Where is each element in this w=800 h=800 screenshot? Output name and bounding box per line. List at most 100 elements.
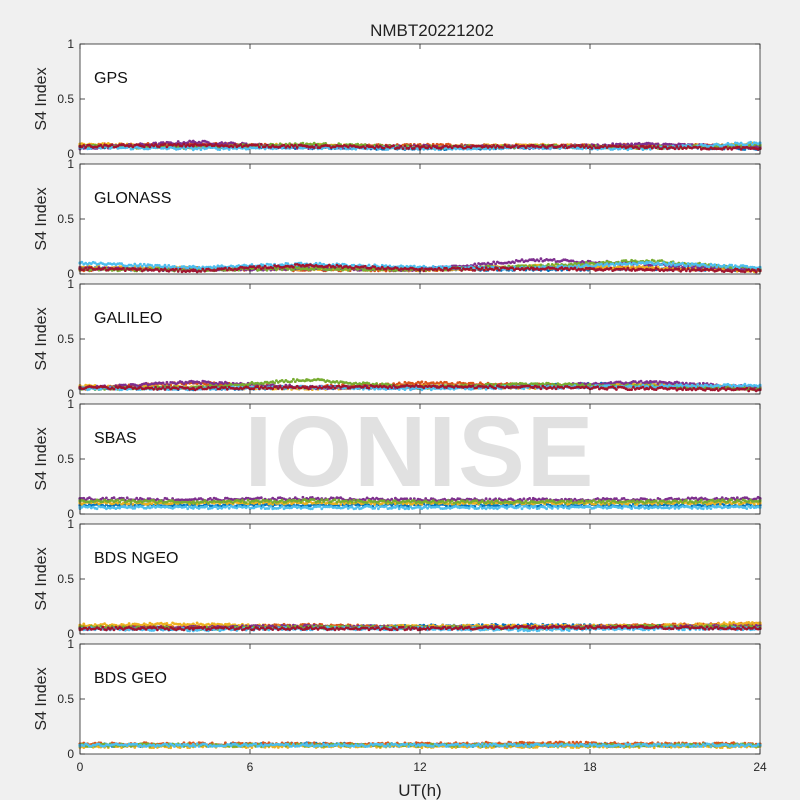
data-point: [707, 265, 711, 269]
data-point: [123, 269, 127, 272]
data-point: [401, 147, 405, 150]
data-point: [403, 144, 407, 148]
data-point: [165, 145, 169, 149]
data-point: [176, 270, 180, 273]
data-point: [367, 263, 371, 267]
data-point: [671, 261, 675, 265]
data-point: [550, 263, 554, 266]
data-point: [201, 267, 205, 271]
data-point: [103, 266, 106, 270]
data-point: [409, 144, 412, 148]
data-point: [191, 143, 195, 147]
data-point: [730, 263, 734, 267]
data-point: [590, 146, 594, 150]
data-point: [373, 265, 377, 269]
data-point: [312, 268, 316, 271]
data-point: [547, 262, 550, 266]
data-point: [584, 261, 588, 264]
data-point: [564, 144, 567, 148]
data-point: [199, 270, 203, 273]
data-point: [552, 258, 556, 261]
data-point: [637, 147, 641, 151]
data-point: [139, 267, 142, 271]
data-point: [407, 146, 411, 150]
data-point: [548, 147, 552, 151]
data-point: [660, 263, 664, 267]
data-point: [182, 142, 186, 146]
data-point: [490, 262, 494, 266]
data-point: [258, 264, 261, 268]
data-point: [180, 144, 184, 148]
data-point: [282, 143, 286, 147]
data-point: [645, 145, 649, 149]
data-point: [163, 142, 167, 146]
data-point: [101, 142, 105, 145]
data-point: [713, 263, 717, 267]
data-point: [139, 262, 142, 266]
data-point: [501, 146, 505, 149]
data-point: [645, 261, 649, 265]
data-point: [295, 145, 299, 149]
data-point: [339, 147, 343, 151]
data-point: [271, 266, 275, 270]
y-tick-label: 0.5: [57, 92, 74, 106]
plot-area: [80, 164, 760, 274]
data-point: [743, 148, 747, 151]
data-point: [412, 146, 416, 150]
data-point: [677, 147, 681, 151]
data-point: [363, 146, 367, 150]
data-point: [577, 261, 581, 265]
data-point: [122, 267, 125, 270]
data-point: [669, 263, 673, 267]
data-point: [110, 143, 114, 147]
data-point: [314, 143, 318, 147]
data-point: [305, 144, 309, 148]
data-point: [231, 145, 235, 149]
data-point: [288, 145, 292, 149]
data-point: [333, 266, 337, 269]
data-point: [382, 146, 386, 150]
data-point: [531, 144, 535, 148]
data-point: [174, 267, 178, 271]
data-point: [292, 265, 295, 269]
data-point: [224, 266, 227, 270]
data-point: [418, 145, 422, 149]
data-point: [142, 145, 146, 149]
data-point: [539, 257, 543, 261]
data-point: [286, 262, 290, 265]
data-point: [392, 144, 395, 148]
data-point: [514, 143, 518, 147]
data-point: [749, 140, 752, 144]
y-tick-label: 1: [67, 37, 74, 51]
data-point: [329, 268, 333, 272]
data-point: [178, 267, 182, 271]
plot-area: [80, 44, 760, 154]
data-point: [684, 264, 688, 268]
data-point: [258, 145, 261, 149]
data-point: [84, 266, 88, 270]
data-point: [722, 263, 726, 267]
data-point: [492, 260, 496, 264]
data-point: [86, 268, 89, 272]
data-point: [337, 268, 341, 272]
data-point: [513, 261, 516, 264]
data-point: [399, 144, 403, 148]
data-point: [531, 258, 535, 262]
data-point: [259, 143, 263, 146]
data-point: [698, 145, 701, 149]
data-point: [312, 146, 316, 149]
data-point: [605, 262, 609, 266]
data-point: [176, 140, 180, 143]
panel-label: GPS: [94, 70, 128, 87]
data-point: [645, 142, 649, 146]
data-point: [218, 148, 222, 152]
data-point: [537, 259, 541, 263]
data-point: [161, 141, 165, 144]
chart-title: NMBT20221202: [370, 21, 494, 40]
data-point: [233, 143, 237, 146]
data-point: [275, 268, 278, 272]
